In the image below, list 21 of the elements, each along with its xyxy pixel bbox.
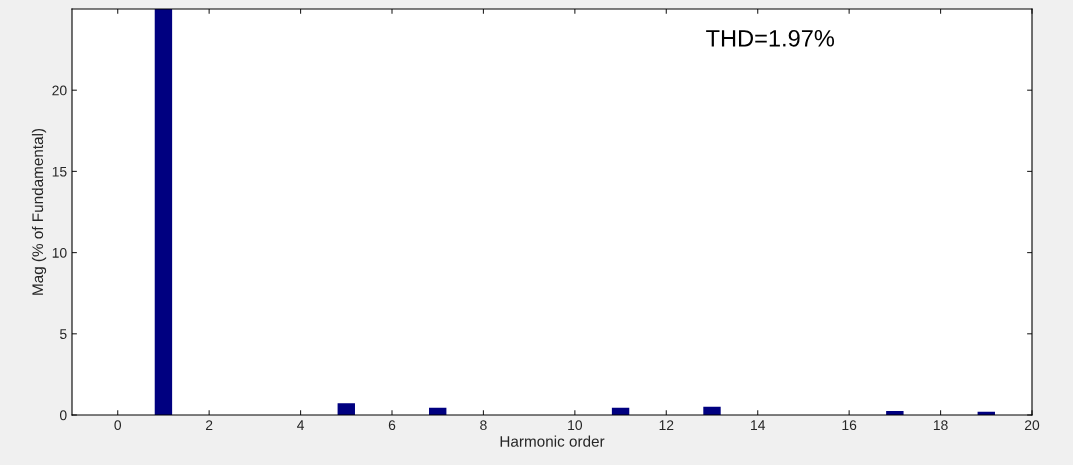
y-tick-label: 0 bbox=[59, 410, 67, 421]
y-tick-label: 20 bbox=[52, 85, 67, 96]
x-tick-label: 14 bbox=[751, 420, 766, 430]
annotation: THD=1.97% bbox=[706, 29, 835, 47]
y-tick-label: 5 bbox=[59, 329, 67, 339]
x-tick-label: 6 bbox=[388, 420, 396, 431]
x-tick-label: 2 bbox=[205, 420, 213, 430]
x-tick-label: 12 bbox=[659, 420, 674, 430]
x-tick-label: 4 bbox=[297, 420, 305, 430]
y-tick-label: 15 bbox=[52, 166, 67, 177]
bar bbox=[337, 403, 355, 415]
x-tick-label: 20 bbox=[1024, 420, 1040, 431]
y-tick-label: 10 bbox=[52, 247, 67, 258]
y-axis-title: Mag (% of Fundamental) bbox=[31, 128, 47, 295]
x-tick-label: 0 bbox=[114, 420, 122, 431]
bar bbox=[154, 9, 173, 415]
x-tick-label: 10 bbox=[568, 420, 583, 431]
x-axis-title: Harmonic order bbox=[500, 435, 605, 447]
x-tick-label: 16 bbox=[842, 420, 857, 431]
x-tick-label: 8 bbox=[480, 420, 487, 431]
x-tick-label: 18 bbox=[933, 420, 948, 431]
